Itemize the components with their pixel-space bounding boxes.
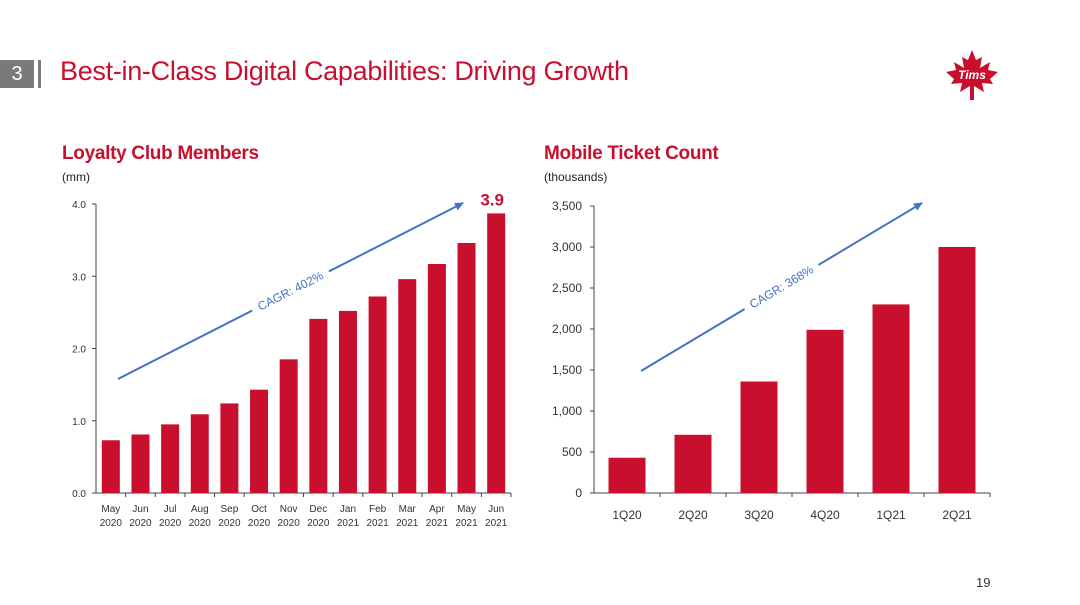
chart1-ytick-label: 1.0 xyxy=(72,417,86,428)
chart1-bar xyxy=(279,359,298,493)
chart1-xtick-label-year: 2021 xyxy=(366,518,389,529)
chart1-xtick-label-year: 2020 xyxy=(307,518,330,529)
chart2-trend-arrow xyxy=(640,202,923,372)
chart2-xtick-label: 4Q20 xyxy=(810,508,840,522)
chart2-bar xyxy=(608,457,646,493)
chart1-data-label: 3.9 xyxy=(480,190,504,209)
chart1-xtick-label-year: 2020 xyxy=(248,518,271,529)
chart1-xtick-label: Aug xyxy=(191,504,209,515)
chart2-ytick-label: 3,000 xyxy=(552,240,582,254)
chart1-bar xyxy=(190,414,209,493)
chart2-cagr-label: CAGR: 368% xyxy=(747,262,816,311)
chart1-xtick-label: Apr xyxy=(429,504,445,515)
chart2-ytick-label: 2,500 xyxy=(552,281,582,295)
chart1-xtick-label: Sep xyxy=(220,504,238,515)
chart2-xtick-label: 3Q20 xyxy=(744,508,774,522)
tims-logo: Tims xyxy=(946,50,998,100)
chart2-xtick-label: 1Q21 xyxy=(876,508,906,522)
chart1-cagr-label: CAGR: 402% xyxy=(255,268,326,313)
chart1-xtick-label-year: 2020 xyxy=(278,518,301,529)
chart1-bar xyxy=(101,440,120,493)
chart1-xtick-label: May xyxy=(457,504,476,515)
chart2-ytick-label: 2,000 xyxy=(552,322,582,336)
page-number: 19 xyxy=(976,575,991,590)
chart2-bar xyxy=(806,329,844,493)
chart1-bar xyxy=(161,424,180,493)
chart2-xtick-label: 1Q20 xyxy=(612,508,642,522)
chart1-unit: (mm) xyxy=(62,170,90,184)
chart1-bar xyxy=(309,318,328,493)
chart1-xtick-label-year: 2021 xyxy=(426,518,449,529)
chart1-xtick-label-year: 2021 xyxy=(337,518,360,529)
chart2-xtick-label: 2Q20 xyxy=(678,508,708,522)
chart1-bar xyxy=(457,243,476,493)
chart1-xtick-label-year: 2021 xyxy=(455,518,478,529)
chart1-xtick-label-year: 2020 xyxy=(100,518,123,529)
chart1-ytick-label: 2.0 xyxy=(72,345,86,356)
chart1-ytick-label: 0.0 xyxy=(72,489,86,500)
chart2-cagr-label-bg xyxy=(739,257,824,317)
chart1-xtick-label-year: 2020 xyxy=(129,518,152,529)
page-title: Best-in-Class Digital Capabilities: Driv… xyxy=(60,56,629,86)
chart1-xtick-label: Oct xyxy=(251,504,267,515)
chart1-xtick-label: Jun xyxy=(132,504,148,515)
logo-text: Tims xyxy=(958,68,986,82)
chart1-xtick-label: Jan xyxy=(340,504,356,515)
chart1-xtick-label: Feb xyxy=(369,504,387,515)
chart2-ytick-label: 500 xyxy=(562,445,582,459)
chart1-cagr-label-bg xyxy=(248,263,333,319)
chart1-bar xyxy=(250,389,269,493)
chart1-xtick-label: Jun xyxy=(488,504,504,515)
section-divider xyxy=(38,60,41,88)
chart2-bar xyxy=(938,247,976,493)
chart2-bar xyxy=(872,304,910,493)
chart2-unit: (thousands) xyxy=(544,170,608,184)
chart1-bar xyxy=(427,263,446,493)
chart1-ytick-label: 3.0 xyxy=(72,272,86,283)
chart1-bar xyxy=(131,434,150,493)
chart2-xtick-label: 2Q21 xyxy=(942,508,972,522)
chart1-xtick-label-year: 2020 xyxy=(218,518,241,529)
section-number: 3 xyxy=(0,60,34,88)
chart2-ytick-label: 1,500 xyxy=(552,363,582,377)
chart2-bar xyxy=(674,434,712,493)
chart2-ytick-label: 1,000 xyxy=(552,404,582,418)
chart1-ytick-label: 4.0 xyxy=(72,200,86,211)
chart1-bar xyxy=(220,403,239,493)
chart1-xtick-label: Mar xyxy=(399,504,417,515)
chart1-bar xyxy=(398,279,417,493)
chart1-xtick-label-year: 2021 xyxy=(396,518,419,529)
chart2-ytick-label: 0 xyxy=(575,486,582,500)
chart2-title: Mobile Ticket Count xyxy=(544,143,719,164)
chart1-xtick-label: May xyxy=(101,504,120,515)
maple-leaf-icon xyxy=(946,50,998,100)
chart2-bar xyxy=(740,381,778,493)
chart1-xtick-label-year: 2020 xyxy=(189,518,212,529)
chart1-xtick-label: Nov xyxy=(280,504,298,515)
chart1-xtick-label: Jul xyxy=(164,504,177,515)
chart1-bar xyxy=(487,213,506,493)
chart1-title: Loyalty Club Members xyxy=(62,143,259,164)
chart1-bar xyxy=(338,310,357,493)
chart1-xtick-label-year: 2021 xyxy=(485,518,508,529)
chart2-ytick-label: 3,500 xyxy=(552,199,582,213)
chart1-xtick-label: Dec xyxy=(309,504,327,515)
chart1-bar xyxy=(368,296,387,493)
chart1-trend-arrow xyxy=(117,202,464,380)
chart1-xtick-label-year: 2020 xyxy=(159,518,182,529)
